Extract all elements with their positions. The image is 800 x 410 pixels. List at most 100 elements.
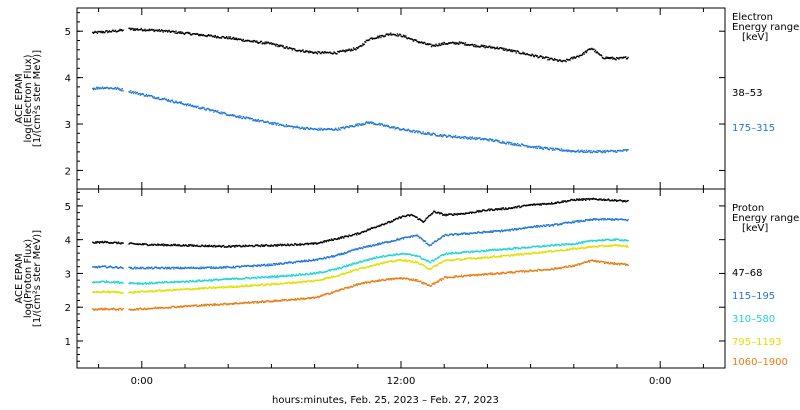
proton-data-point	[440, 279, 442, 281]
electron-data-point	[117, 87, 119, 89]
proton-data-point	[247, 245, 250, 247]
proton-data-point	[257, 265, 260, 267]
electron-data-point	[182, 102, 184, 105]
proton-data-point	[140, 290, 142, 292]
proton-data-point	[225, 278, 227, 281]
electron-data-point	[128, 27, 130, 29]
electron-data-point	[196, 32, 198, 35]
proton-data-point	[332, 291, 334, 293]
electron-data-point	[461, 41, 463, 44]
electron-data-point	[193, 33, 195, 35]
proton-data-point	[244, 301, 247, 303]
electron-data-point	[240, 115, 242, 117]
electron-data-point	[166, 30, 168, 32]
proton-data-point	[445, 260, 447, 262]
proton-data-point	[243, 302, 245, 304]
proton-data-point	[191, 281, 193, 283]
electron-data-point	[249, 40, 251, 43]
proton-data-point	[208, 244, 210, 246]
proton-data-point	[403, 260, 405, 262]
electron-data-point	[374, 122, 376, 125]
electron-data-point	[603, 151, 605, 153]
electron-data-point	[145, 30, 147, 32]
proton-data-point	[105, 265, 107, 267]
electron-data-point	[148, 28, 151, 30]
proton-data-point	[460, 275, 462, 278]
electron-data-point	[201, 106, 204, 108]
proton-data-point	[520, 254, 523, 256]
proton-data-point	[334, 268, 336, 270]
proton-data-point	[164, 307, 167, 309]
electron-data-point	[598, 53, 600, 55]
proton-data-point	[563, 244, 565, 246]
electron-data-point	[98, 87, 101, 89]
proton-data-point	[574, 199, 576, 202]
proton-data-point	[477, 250, 480, 252]
proton-data-point	[567, 221, 569, 223]
proton-data-point	[564, 221, 566, 224]
proton-data-point	[436, 212, 438, 214]
proton-data-point	[460, 252, 462, 254]
proton-data-point	[310, 272, 312, 275]
electron-data-point	[517, 145, 520, 147]
proton-data-point	[225, 286, 228, 288]
proton-data-point	[260, 263, 263, 266]
proton-data-point	[475, 250, 477, 252]
proton-data-point	[334, 255, 337, 257]
proton-data-point	[479, 258, 482, 260]
proton-data-point	[344, 235, 346, 237]
electron-data-point	[132, 29, 135, 31]
proton-data-point	[459, 275, 461, 278]
proton-data-point	[411, 213, 413, 216]
electron-data-point	[423, 133, 425, 135]
electron-data-point	[179, 102, 182, 104]
proton-data-point	[514, 271, 517, 273]
proton-data-point	[151, 290, 154, 292]
proton-data-point	[428, 284, 430, 286]
proton-data-point	[267, 275, 269, 278]
electron-data-point	[472, 44, 474, 46]
electron-data-point	[275, 124, 278, 126]
proton-data-point	[167, 244, 170, 246]
electron-data-point	[403, 35, 405, 37]
proton-data-point	[626, 200, 628, 202]
proton-data-point	[274, 244, 276, 246]
proton-data-point	[577, 242, 579, 245]
electron-data-point	[503, 47, 505, 50]
proton-data-point	[472, 251, 474, 254]
proton-data-point	[405, 253, 407, 255]
proton-y-tick-label: 5	[65, 202, 71, 213]
proton-data-point	[482, 256, 484, 258]
electron-data-point	[225, 113, 227, 115]
proton-data-point	[505, 248, 508, 250]
proton-data-point	[487, 250, 489, 252]
electron-data-point	[160, 29, 163, 31]
proton-data-point	[427, 243, 430, 246]
proton-data-point	[337, 238, 339, 240]
proton-data-point	[543, 224, 545, 226]
proton-data-point	[590, 245, 592, 248]
electron-data-point	[305, 127, 307, 129]
electron-data-point	[425, 43, 427, 45]
electron-data-point	[322, 129, 325, 131]
proton-data-point	[445, 259, 448, 261]
proton-data-point	[404, 259, 406, 261]
proton-data-point	[408, 278, 410, 280]
electron-data-point	[321, 51, 324, 53]
proton-data-point	[265, 244, 267, 246]
proton-data-point	[248, 244, 250, 247]
proton-data-point	[452, 259, 455, 262]
electron-data-point	[421, 132, 424, 135]
proton-data-point	[414, 280, 416, 282]
electron-data-point	[523, 145, 526, 147]
proton-data-point	[399, 278, 402, 280]
proton-data-point	[331, 276, 334, 279]
electron-data-point	[147, 29, 149, 31]
electron-data-point	[180, 101, 182, 103]
proton-data-point	[483, 250, 485, 253]
proton-data-point	[390, 279, 393, 281]
proton-data-point	[308, 259, 310, 261]
proton-data-point	[417, 235, 419, 237]
proton-data-point	[270, 275, 272, 277]
proton-data-point	[263, 301, 266, 303]
